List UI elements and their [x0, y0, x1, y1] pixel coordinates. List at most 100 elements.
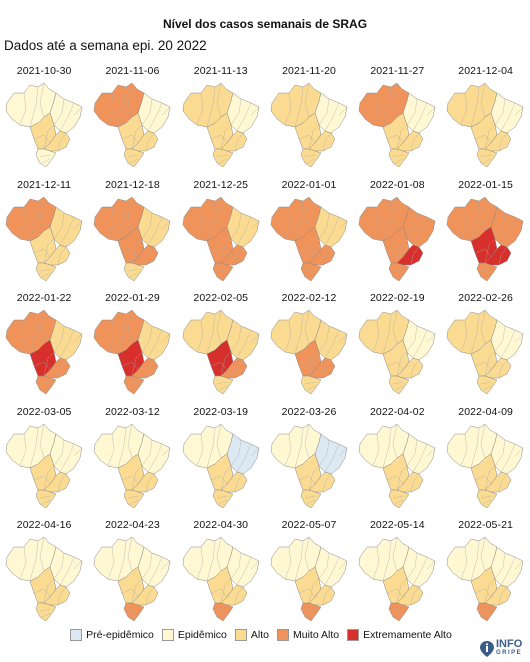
state-border [324, 330, 340, 359]
region-se [308, 130, 336, 152]
state-border [485, 352, 496, 377]
region-ne [49, 92, 83, 134]
panel-date-label: 2022-03-19 [193, 405, 249, 418]
state-border [322, 360, 332, 379]
region-ne [226, 433, 259, 475]
region-se [131, 130, 159, 152]
state-border [122, 248, 139, 257]
state-border [499, 360, 508, 379]
panel-date-label: 2021-12-04 [458, 65, 513, 77]
state-border [108, 547, 115, 580]
region-ne [226, 92, 259, 134]
state-border [230, 553, 241, 580]
map-panel: 2021-11-20 [265, 62, 353, 176]
state-border [481, 495, 492, 498]
state-border [322, 587, 332, 606]
state-border [481, 310, 486, 345]
state-border [210, 248, 227, 257]
legend-swatch [70, 629, 83, 641]
panel-date-label: 2022-01-22 [16, 292, 72, 305]
region-se [131, 471, 159, 493]
state-border [324, 557, 340, 586]
state-border [148, 102, 163, 132]
legend-swatch [161, 629, 174, 641]
region-se [43, 244, 71, 265]
region-se [131, 244, 159, 265]
region-se [485, 130, 512, 152]
state-border [461, 433, 468, 466]
state-border [471, 200, 480, 241]
state-border [218, 499, 227, 504]
state-border [59, 216, 75, 245]
region-s [124, 603, 145, 622]
map-panel: 2022-02-12 [265, 289, 353, 403]
region-ne [402, 546, 436, 588]
state-border [501, 443, 516, 472]
map-panel: 2021-10-30 [0, 62, 88, 176]
region-ne [491, 319, 524, 361]
state-border [304, 154, 315, 158]
infogripe-logo: INFO GRIPE [480, 638, 523, 658]
state-border [485, 124, 496, 150]
state-border [216, 196, 221, 231]
region-se [131, 585, 159, 606]
state-border [411, 473, 420, 492]
state-border [383, 200, 392, 241]
state-border [216, 154, 227, 158]
state-border [220, 465, 231, 490]
state-border [322, 473, 332, 492]
state-border [338, 106, 348, 116]
state-border [19, 320, 27, 353]
state-border [485, 238, 496, 263]
state-border [471, 86, 480, 128]
state-border [395, 613, 404, 618]
state-border [373, 433, 380, 466]
brazil-map [94, 309, 171, 395]
region-s [124, 489, 145, 509]
state-border [298, 589, 316, 598]
state-border [29, 314, 39, 355]
state-border [387, 475, 404, 484]
state-border [218, 158, 227, 164]
state-border [284, 206, 292, 239]
state-border [130, 499, 139, 504]
state-border [43, 465, 55, 490]
state-border [515, 561, 524, 570]
map-panel: 2022-04-30 [177, 516, 265, 630]
state-border [306, 272, 315, 277]
panel-date-label: 2022-04-09 [458, 405, 513, 418]
state-border [308, 124, 320, 150]
logo-line1: INFO [496, 638, 523, 650]
state-border [73, 220, 83, 229]
state-border [322, 132, 332, 152]
state-border [495, 439, 506, 466]
state-border [284, 433, 292, 466]
panel-date-label: 2021-11-06 [105, 65, 160, 77]
map-panel: 2022-04-16 [0, 516, 88, 630]
state-border [250, 447, 259, 456]
state-border [220, 124, 231, 150]
brazil-map [5, 423, 83, 509]
state-border [230, 326, 241, 353]
brazil-map [94, 196, 171, 281]
brazil-map [94, 537, 171, 622]
panel-date-label: 2021-11-13 [193, 65, 248, 77]
map-panel: 2022-01-08 [353, 176, 441, 290]
state-border [230, 439, 241, 466]
state-border [73, 106, 83, 116]
state-border [59, 102, 75, 132]
chart-subtitle: Dados até a semana epi. 20 2022 [4, 38, 207, 53]
map-panel: 2022-01-01 [265, 176, 353, 290]
state-border [338, 447, 348, 456]
state-border [393, 268, 404, 271]
brazil-map [270, 82, 348, 168]
state-border [475, 589, 492, 598]
region-s [35, 489, 57, 509]
state-border [162, 106, 171, 116]
state-border [383, 427, 392, 468]
state-border [481, 154, 492, 158]
state-border [39, 537, 45, 572]
map-panel: 2021-12-25 [177, 176, 265, 290]
region-s [477, 148, 498, 168]
state-border [33, 134, 51, 144]
